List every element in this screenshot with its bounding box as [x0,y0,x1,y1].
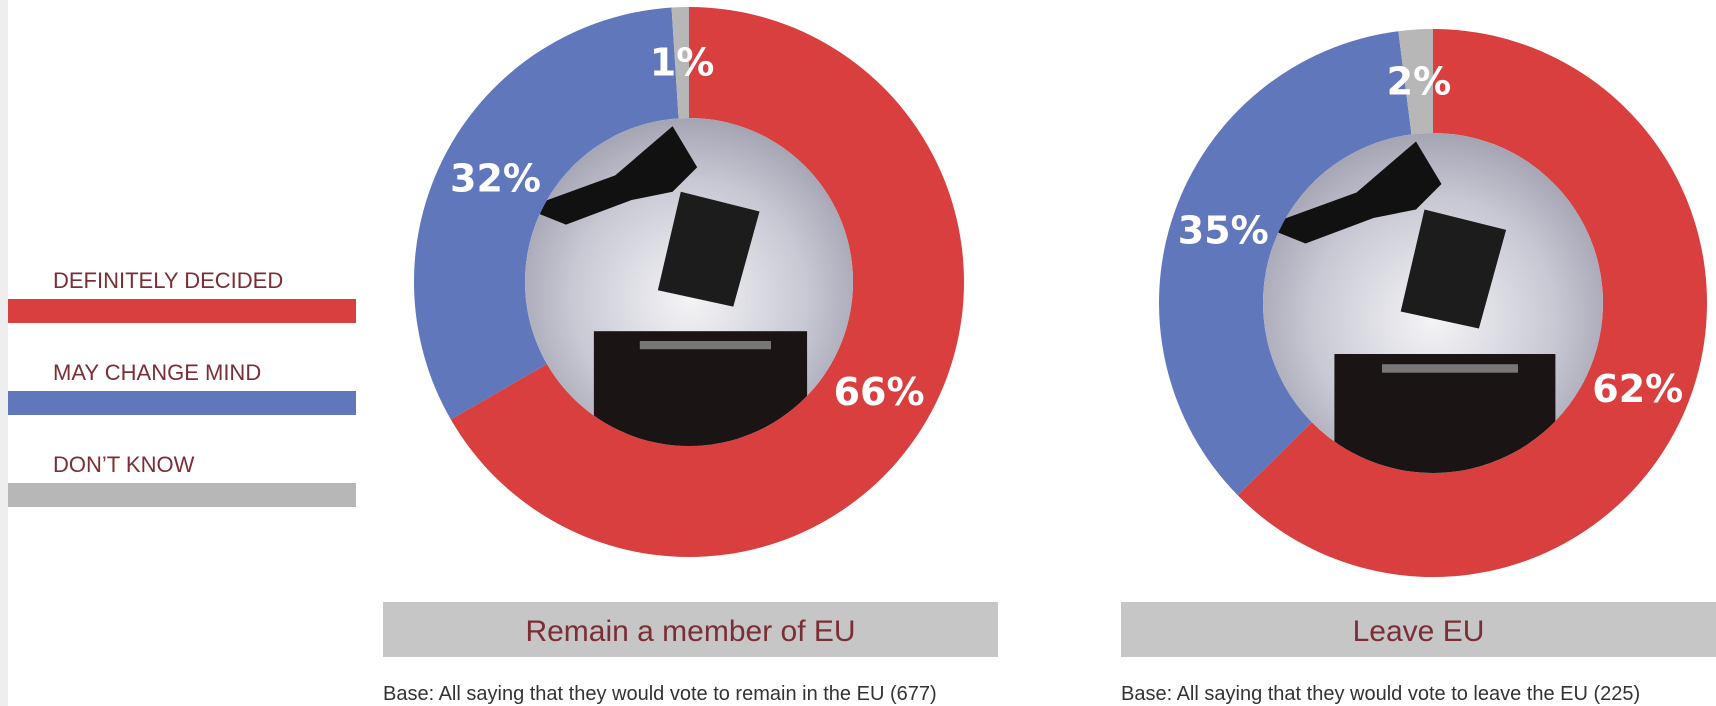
legend: DEFINITELY DECIDED MAY CHANGE MIND DON’T K… [8,268,356,507]
value-label: 62% [1592,367,1683,411]
value-label: 32% [450,156,541,200]
title-box [1121,602,1716,657]
ballot-slot [639,341,771,350]
donut-slice [413,7,679,420]
donut-slice [1158,31,1412,496]
donut-slice [1237,29,1707,577]
chart-title: Remain a member of EU [525,615,855,648]
value-label: 66% [834,370,925,414]
legend-label: MAY CHANGE MIND [53,360,261,385]
photo-silhouette [525,126,808,446]
charts: 66% 32% 1% Remain a member of EU Base: All s… [383,7,1716,705]
value-label: 1% [650,41,715,85]
legend-swatch [8,299,356,323]
title-box [383,602,998,657]
hand [525,126,698,225]
donut-slice [450,7,964,557]
ballot-paper [657,191,760,307]
hand [1263,141,1442,244]
base-note: Base: All saying that they would vote to… [1121,683,1640,705]
legend-swatch [8,483,356,507]
side-strip [0,0,8,706]
legend-swatch [8,391,356,415]
ballot-slot [1382,364,1518,373]
value-label: 2% [1387,59,1452,103]
donut-slice [671,7,689,119]
legend-label: DON’T KNOW [53,452,195,477]
ballot-paper [1400,209,1507,329]
legend-label: DEFINITELY DECIDED [53,268,283,293]
chart-title: Leave EU [1353,615,1485,648]
donut-slice [1398,29,1433,135]
donut-chart: 62% 35% 2% Leave EU Base: All saying that th… [1121,29,1716,705]
value-label: 35% [1178,208,1269,252]
base-note: Base: All saying that they would vote to… [383,683,937,705]
donut-chart: 66% 32% 1% Remain a member of EU Base: All s… [383,7,998,705]
